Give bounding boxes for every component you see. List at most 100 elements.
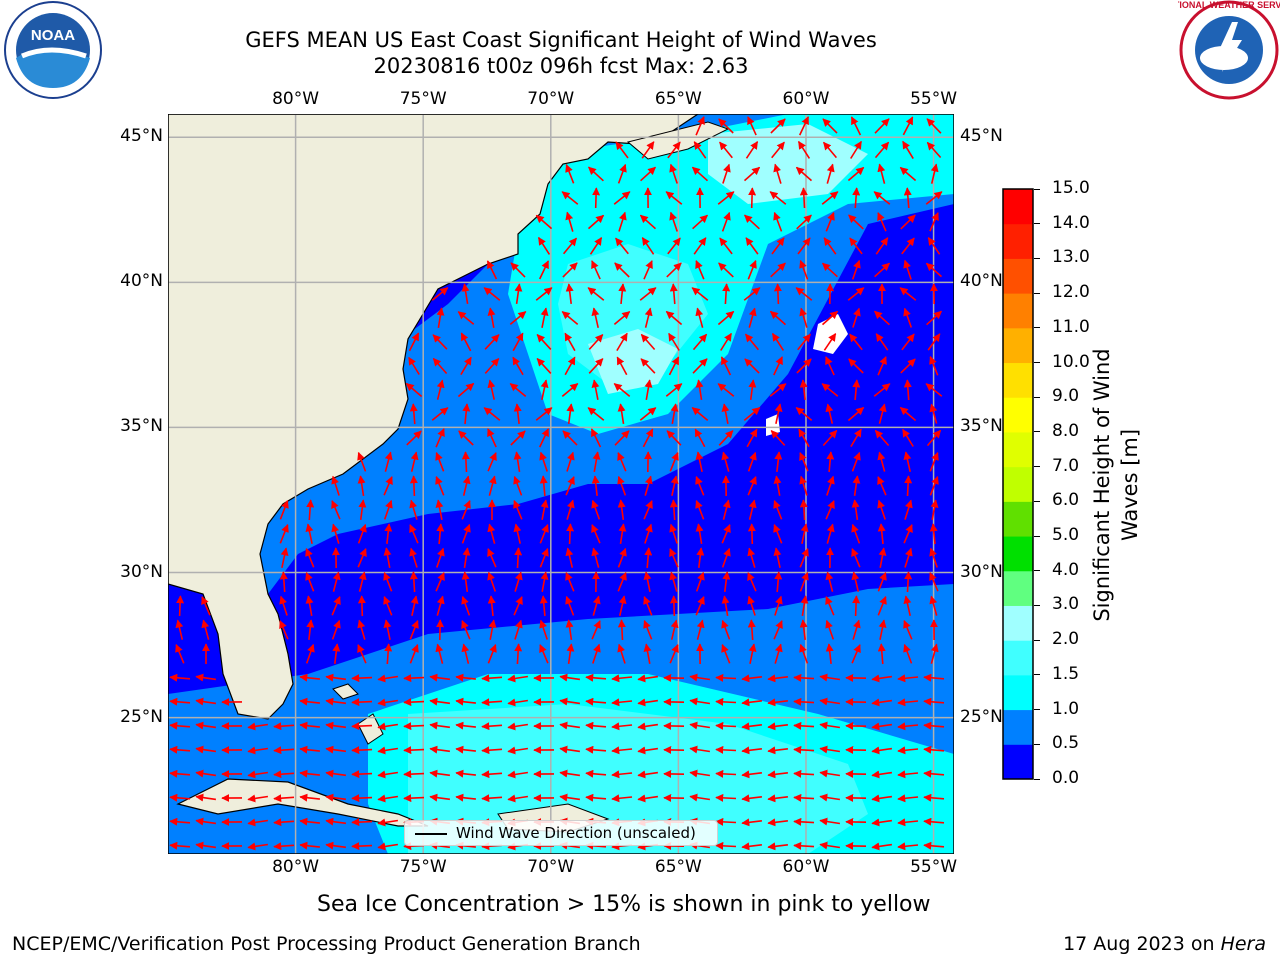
wave-direction-arrow: [169, 673, 191, 682]
wave-direction-arrow: [718, 262, 734, 278]
wave-direction-arrow: [901, 333, 915, 351]
wave-direction-arrow: [721, 403, 730, 424]
wave-direction-arrow: [877, 643, 886, 665]
wave-direction-arrow: [929, 212, 939, 232]
wave-direction-arrow: [715, 721, 737, 730]
wave-direction-arrow: [904, 475, 913, 497]
wave-direction-arrow: [461, 643, 470, 664]
wave-direction-arrow: [591, 475, 600, 496]
wave-direction-arrow: [770, 118, 786, 134]
wave-direction-arrow: [299, 745, 320, 754]
legend-label: Wind Wave Direction (unscaled): [456, 824, 696, 842]
wave-direction-arrow: [930, 499, 939, 520]
wave-direction-arrow: [247, 842, 269, 851]
wave-direction-arrow: [435, 572, 445, 592]
wave-direction-arrow: [175, 619, 184, 640]
wave-direction-arrow: [926, 429, 942, 447]
wave-direction-arrow: [481, 698, 503, 707]
wave-direction-arrow: [689, 793, 711, 802]
wave-direction-arrow: [871, 698, 893, 707]
wave-direction-arrow: [279, 499, 289, 520]
colorbar-tick-label: 8.0: [1052, 420, 1080, 441]
wave-direction-arrow: [899, 406, 917, 422]
wave-direction-arrow: [926, 310, 942, 326]
wave-direction-arrow: [279, 571, 288, 593]
colorbar-tick-label: 0.0: [1052, 768, 1080, 788]
colorbar-tick-label: 11.0: [1052, 316, 1090, 337]
wave-direction-arrow: [299, 697, 320, 706]
wave-direction-arrow: [823, 333, 837, 351]
wave-direction-arrow: [799, 499, 808, 521]
svg-text:NOAA: NOAA: [31, 27, 75, 44]
wave-direction-arrow: [851, 548, 861, 568]
wave-direction-arrow: [822, 429, 838, 447]
wave-direction-arrow: [585, 697, 607, 706]
wave-direction-arrow: [405, 382, 423, 398]
wave-direction-arrow: [877, 163, 886, 184]
wave-direction-arrow: [462, 547, 471, 569]
wave-direction-arrow: [822, 118, 838, 134]
wave-direction-arrow: [410, 451, 419, 472]
wave-direction-arrow: [514, 571, 523, 592]
wave-direction-arrow: [331, 596, 341, 616]
wave-direction-arrow: [195, 745, 217, 754]
wave-direction-arrow: [903, 187, 912, 209]
wave-direction-arrow: [852, 187, 861, 209]
colorbar-segment: [1003, 605, 1033, 641]
wave-direction-arrow: [799, 643, 809, 664]
wave-direction-arrow: [566, 499, 575, 520]
wave-direction-arrow: [695, 571, 705, 592]
wave-direction-arrow: [514, 619, 523, 640]
wave-direction-arrow: [851, 259, 861, 280]
wave-direction-arrow: [487, 548, 497, 568]
wave-direction-arrow: [613, 191, 631, 205]
wave-direction-arrow: [695, 475, 705, 496]
wave-direction-arrow: [821, 310, 839, 326]
wave-direction-arrow: [897, 722, 919, 731]
wave-direction-arrow: [691, 287, 709, 301]
wave-direction-arrow: [176, 595, 185, 617]
wave-direction-arrow: [247, 770, 269, 779]
wave-direction-arrow: [351, 818, 373, 827]
wave-direction-arrow: [696, 619, 705, 640]
wave-direction-arrow: [874, 429, 890, 447]
wave-direction-arrow: [481, 746, 503, 755]
wave-direction-arrow: [744, 333, 760, 351]
wave-direction-arrow: [689, 745, 711, 754]
wave-direction-arrow: [773, 211, 783, 232]
wave-direction-arrow: [770, 262, 786, 278]
wave-direction-arrow: [825, 356, 835, 376]
wave-direction-arrow: [796, 214, 812, 230]
wave-direction-arrow: [487, 452, 497, 472]
wave-direction-arrow: [670, 475, 679, 496]
wave-direction-arrow: [590, 428, 602, 448]
wave-direction-arrow: [195, 793, 217, 802]
footer-machine: Hera: [1220, 933, 1266, 955]
wave-direction-arrow: [435, 499, 444, 520]
wave-direction-arrow: [487, 379, 496, 400]
wave-direction-arrow: [377, 842, 399, 851]
wave-direction-arrow: [455, 745, 476, 754]
wave-direction-arrow: [565, 476, 575, 496]
lon-tick-top: 65°W: [654, 89, 702, 109]
wave-direction-arrow: [483, 287, 501, 301]
wave-direction-arrow: [899, 166, 917, 182]
wave-direction-arrow: [435, 451, 445, 472]
wave-direction-arrow: [280, 547, 289, 568]
wave-direction-arrow: [852, 307, 861, 328]
wave-direction-arrow: [747, 523, 756, 545]
wave-direction-arrow: [643, 619, 653, 640]
wave-direction-arrow: [644, 475, 653, 496]
colorbar-tick-mark: [1034, 292, 1040, 294]
wave-direction-arrow: [436, 595, 445, 616]
wave-direction-arrow: [639, 287, 657, 301]
wave-direction-arrow: [299, 793, 320, 802]
wave-direction-arrow: [562, 262, 578, 278]
wave-direction-arrow: [695, 596, 705, 616]
colorbar-frame: [1002, 188, 1034, 780]
wave-direction-arrow: [695, 451, 704, 472]
wave-direction-arrow: [435, 475, 445, 496]
wave-direction-arrow: [587, 287, 605, 301]
wave-direction-arrow: [357, 548, 367, 568]
wave-direction-arrow: [798, 116, 810, 136]
